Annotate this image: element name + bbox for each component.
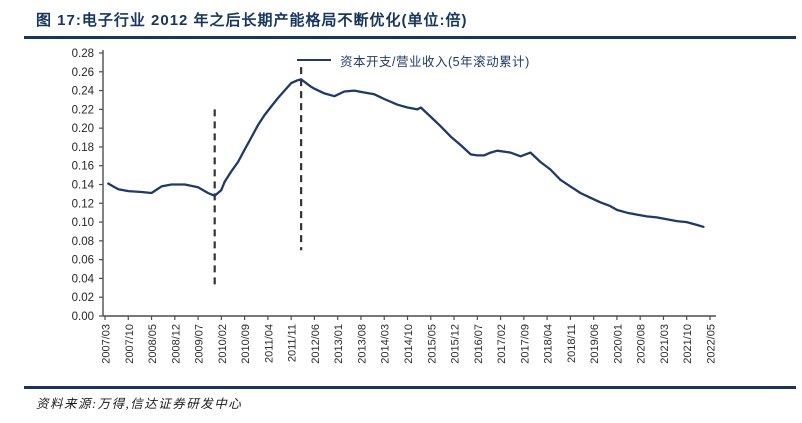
y-tick-label: 0.26 xyxy=(72,67,94,79)
y-tick-label: 0.14 xyxy=(72,180,95,192)
chart-area: 0.00 0.02 0.04 0.06 0.08 0.10 0.12 0.14 0.16 0.18… xyxy=(0,45,802,383)
legend-label: 资本开支/营业收入(5年滚动累计) xyxy=(340,54,530,69)
x-tick-label: 2016/07 xyxy=(473,324,485,364)
legend-line-swatch xyxy=(297,58,331,62)
source-note: 资料来源:万得,信达证券研发中心 xyxy=(36,397,243,411)
y-tick-label: 0.22 xyxy=(72,104,94,116)
x-tick-label: 2014/03 xyxy=(380,324,392,364)
x-tick-label: 2018/04 xyxy=(543,324,555,364)
x-tick-label: 2010/02 xyxy=(217,324,229,364)
x-tick-label: 2022/05 xyxy=(706,324,718,364)
y-tick-label: 0.24 xyxy=(72,86,95,98)
y-tick-label: 0.00 xyxy=(72,311,94,323)
y-tick-label: 0.18 xyxy=(72,142,94,154)
top-divider xyxy=(24,36,796,39)
x-tick-label: 2015/12 xyxy=(450,324,462,364)
x-tick-label: 2018/11 xyxy=(566,324,578,363)
x-tick-label: 2007/03 xyxy=(101,324,113,364)
x-tick-label: 2008/05 xyxy=(147,324,159,364)
x-tick-label: 2014/10 xyxy=(403,324,415,364)
x-tick-label: 2017/09 xyxy=(519,324,531,364)
chart-legend: 资本开支/营业收入(5年滚动累计) xyxy=(297,51,530,69)
x-tick-label: 2020/08 xyxy=(636,324,648,364)
x-tick-label: 2012/06 xyxy=(310,324,322,364)
y-tick-label: 0.04 xyxy=(72,273,95,285)
x-tick-label: 2007/10 xyxy=(124,324,136,364)
line-chart-canvas: 0.00 0.02 0.04 0.06 0.08 0.10 0.12 0.14 0.16 0.18… xyxy=(72,48,718,364)
figure-title: 图 17:电子行业 2012 年之后长期产能格局不断优化(单位:倍) xyxy=(36,12,468,29)
x-tick-label: 2017/02 xyxy=(496,324,508,364)
y-tick-label: 0.10 xyxy=(72,217,94,229)
y-tick-label: 0.12 xyxy=(72,198,94,210)
y-tick-label: 0.20 xyxy=(72,123,94,135)
x-tick-label: 2011/11 xyxy=(287,324,299,362)
bottom-divider xyxy=(24,386,796,389)
y-tick-label: 0.06 xyxy=(72,255,94,267)
y-tick-label: 0.08 xyxy=(72,236,94,248)
x-tick-label: 2011/04 xyxy=(263,324,275,363)
x-tick-label: 2019/06 xyxy=(589,324,601,364)
x-tick-label: 2013/08 xyxy=(356,324,368,364)
x-tick-label: 2010/09 xyxy=(240,324,252,364)
x-tick-label: 2021/03 xyxy=(659,324,671,364)
x-tick-label: 2013/01 xyxy=(333,324,345,364)
x-tick-label: 2021/10 xyxy=(682,324,694,364)
y-tick-label: 0.16 xyxy=(72,161,94,173)
y-tick-label: 0.28 xyxy=(72,48,94,60)
y-tick-label: 0.02 xyxy=(72,292,94,304)
x-tick-label: 2008/12 xyxy=(170,324,182,364)
x-tick-label: 2015/05 xyxy=(426,324,438,364)
x-tick-label: 2009/07 xyxy=(194,324,206,364)
series-line xyxy=(107,78,705,228)
x-tick-label: 2020/01 xyxy=(612,324,624,364)
